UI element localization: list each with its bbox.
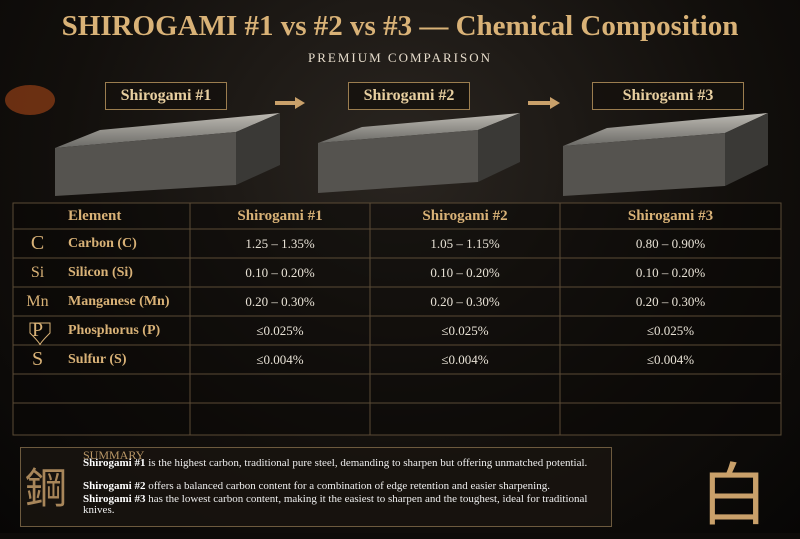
value: 1.05 – 1.15% [430,236,500,251]
column-header: Shirogami #2 [422,208,508,224]
value: 0.10 – 0.20% [635,265,706,280]
subtitle: PREMIUM COMPARISON [308,50,492,65]
element-symbol: C [30,232,45,254]
element-symbol: Mn [26,293,49,310]
column-header: Shirogami #1 [237,208,323,224]
summary-title: SUMMARY [83,448,145,462]
summary-item: Shirogami #3 has the lowest carbon conte… [83,494,603,516]
steel-bar [563,113,768,196]
element-name: Silicon (Si) [68,265,133,280]
kanji-left: 鋼 [25,467,68,513]
value: 0.10 – 0.20% [245,265,315,280]
steel-name: Shirogami #3 [83,493,146,505]
summary-text: is the highest carbon, traditional pure … [148,457,588,469]
value: ≤0.004% [646,352,695,367]
value: 0.80 – 0.90% [635,236,706,251]
value: ≤0.004% [441,352,489,367]
arrows [275,97,560,109]
column-header: Shirogami #3 [627,208,714,224]
element-symbol: S [31,348,44,370]
steel-name: Shirogami #2 [83,480,146,492]
value: ≤0.025% [646,323,695,338]
element-name: Manganese (Mn) [68,294,170,309]
steel-bar [318,113,520,193]
value: 0.20 – 0.30% [635,294,706,309]
kanji-right: 白 [700,458,769,534]
steel-label: Shirogami #2 [348,82,470,110]
steel-label: Shirogami #3 [592,82,744,110]
steel-bar [55,113,280,196]
element-name: Carbon (C) [68,236,137,251]
element-name: Sulfur (S) [68,352,127,367]
summary-item: Shirogami #1 is the highest carbon, trad… [83,458,603,469]
element-symbol: Si [30,264,45,281]
column-header: Element [68,208,122,224]
element-symbol: P [31,319,44,341]
steel-name: Shirogami #1 [83,457,146,469]
summary-text: has the lowest carbon content, making it… [83,493,588,516]
element-name: Phosphorus (P) [68,323,161,338]
value: 0.10 – 0.20% [430,265,500,280]
shield-icon [29,322,51,346]
summary-text: offers a balanced carbon content for a c… [148,480,550,492]
value: ≤0.025% [441,323,489,338]
summary-item: Shirogami #2 offers a balanced carbon co… [83,481,603,492]
table-grid [12,202,782,436]
value: 0.20 – 0.30% [430,294,500,309]
value: 1.25 – 1.35% [245,236,315,251]
summary: SUMMARY Shirogami #1 is the highest carb… [20,447,612,527]
steel-label: Shirogami #1 [105,82,227,110]
value: ≤0.004% [256,352,304,367]
title: SHIROGAMI #1 vs #2 vs #3 — Chemical Comp… [61,10,739,42]
value: ≤0.025% [256,323,304,338]
value: 0.20 – 0.30% [245,294,315,309]
